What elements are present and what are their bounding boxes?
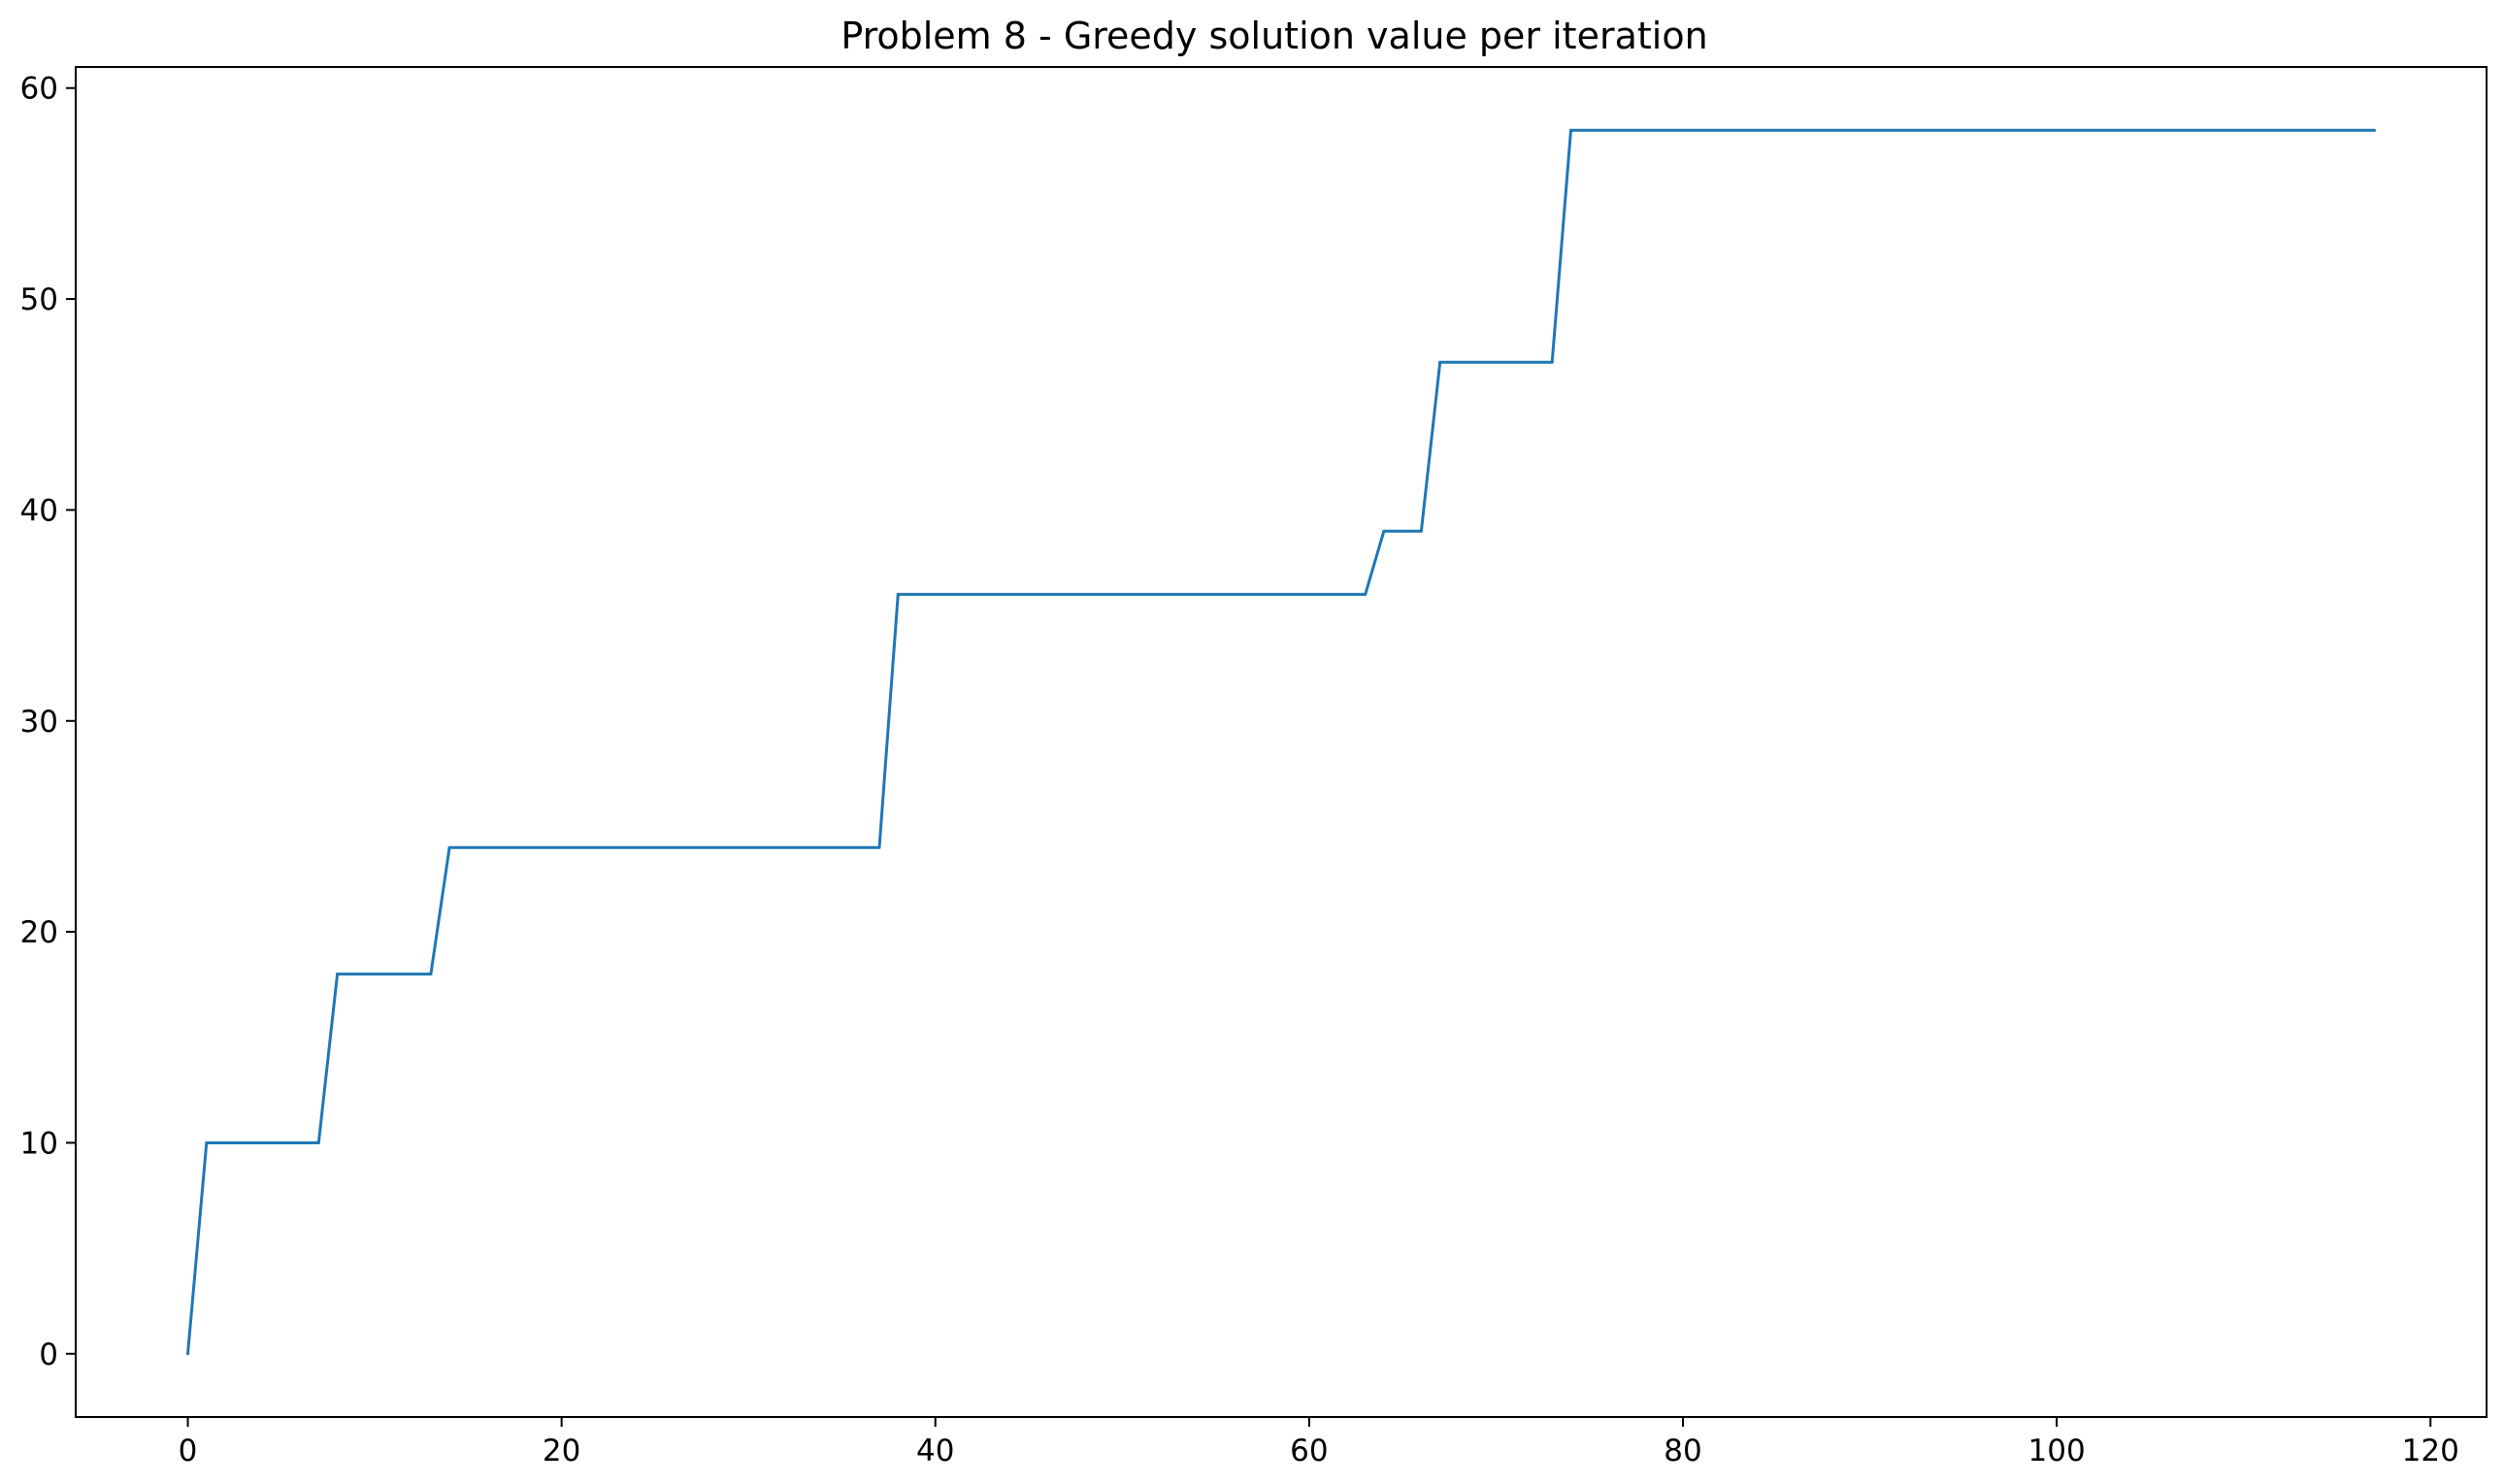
data-point bbox=[1438, 360, 1442, 364]
series-line-0 bbox=[186, 128, 2375, 1354]
data-point bbox=[205, 1141, 209, 1144]
x-tick-label: 0 bbox=[179, 1434, 198, 1468]
data-point bbox=[1364, 592, 1368, 596]
x-tick-label: 60 bbox=[1290, 1434, 1328, 1468]
series-layer bbox=[186, 128, 2376, 1356]
data-point bbox=[186, 1352, 189, 1356]
y-axis: 0 10 20 30 40 50 60 bbox=[20, 72, 76, 1372]
x-tick-label: 120 bbox=[2402, 1434, 2459, 1468]
y-tick-label: 40 bbox=[20, 493, 58, 528]
chart-title: Problem 8 - Greedy solution value per it… bbox=[840, 15, 1707, 57]
data-point bbox=[2373, 128, 2376, 132]
data-point bbox=[429, 973, 433, 976]
plot-frame bbox=[75, 66, 2488, 1418]
x-axis: 0 20 40 60 80 100 120 bbox=[179, 1417, 2459, 1468]
y-tick-label: 30 bbox=[20, 705, 58, 740]
data-point bbox=[1419, 529, 1423, 533]
y-tick-label: 50 bbox=[20, 282, 58, 317]
data-point bbox=[877, 845, 881, 849]
data-point bbox=[447, 845, 451, 849]
x-tick-label: 80 bbox=[1664, 1434, 1701, 1468]
data-point bbox=[316, 1141, 320, 1144]
x-tick-label: 20 bbox=[543, 1434, 580, 1468]
y-tick-label: 20 bbox=[20, 915, 58, 950]
data-point bbox=[896, 592, 900, 596]
x-tick-label: 100 bbox=[2028, 1434, 2086, 1468]
data-point bbox=[1569, 128, 1572, 132]
data-point bbox=[1382, 529, 1386, 533]
y-tick-label: 0 bbox=[39, 1337, 58, 1372]
data-point bbox=[336, 973, 340, 976]
data-point bbox=[1550, 360, 1554, 364]
y-tick-label: 60 bbox=[20, 72, 58, 107]
x-tick-label: 40 bbox=[916, 1434, 954, 1468]
y-tick-label: 10 bbox=[20, 1126, 58, 1161]
